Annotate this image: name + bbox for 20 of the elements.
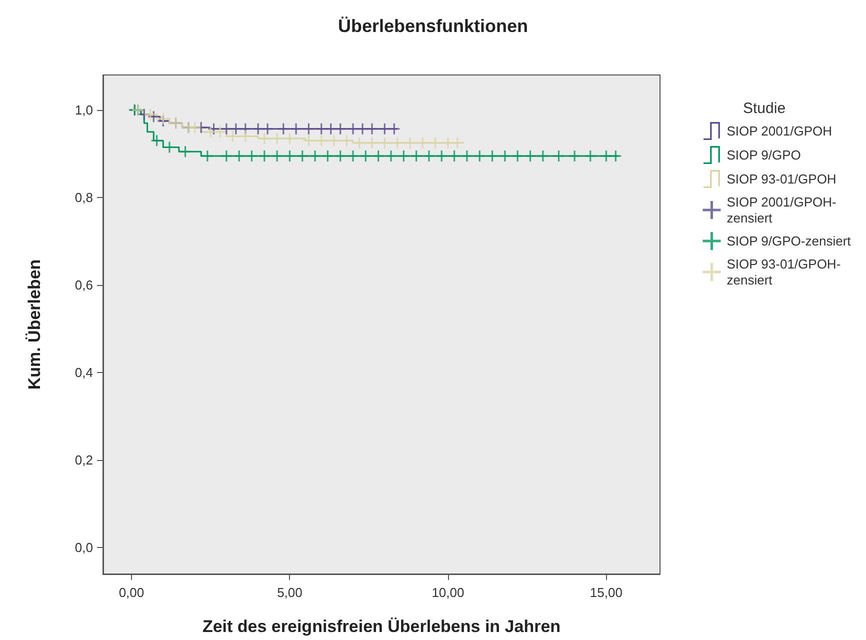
- y-tick-label: 0,8: [74, 190, 93, 206]
- legend-label: SIOP 93-01/GPOH: [726, 172, 836, 186]
- x-tick-label: 0,00: [118, 585, 144, 600]
- x-tick-label: 15,00: [590, 585, 622, 600]
- y-tick-label: 0,0: [74, 540, 93, 556]
- legend-label: SIOP 9/GPO: [726, 148, 801, 162]
- y-tick-label: 0,2: [74, 452, 93, 468]
- legend-label: SIOP 2001/GPOH-zensiert: [726, 194, 836, 226]
- x-tick-label: 5,00: [277, 585, 302, 600]
- y-axis-title: Kum. Überleben: [25, 259, 44, 390]
- legend-label: SIOP 2001/GPOH: [726, 124, 832, 138]
- x-tick-label: 10,00: [432, 585, 464, 600]
- y-tick-label: 0,4: [74, 365, 93, 380]
- x-axis-title: Zeit des ereignisfreien Überlebens in Jahren: [202, 617, 561, 636]
- legend-label: SIOP 9/GPO-zensiert: [726, 234, 852, 248]
- y-tick-label: 1,0: [74, 102, 93, 118]
- y-tick-label: 0,6: [74, 278, 93, 293]
- legend-label: SIOP 93-01/GPOH-zensiert: [726, 256, 841, 288]
- legend-title: Studie: [743, 100, 786, 117]
- chart-title: Überlebensfunktionen: [338, 16, 528, 36]
